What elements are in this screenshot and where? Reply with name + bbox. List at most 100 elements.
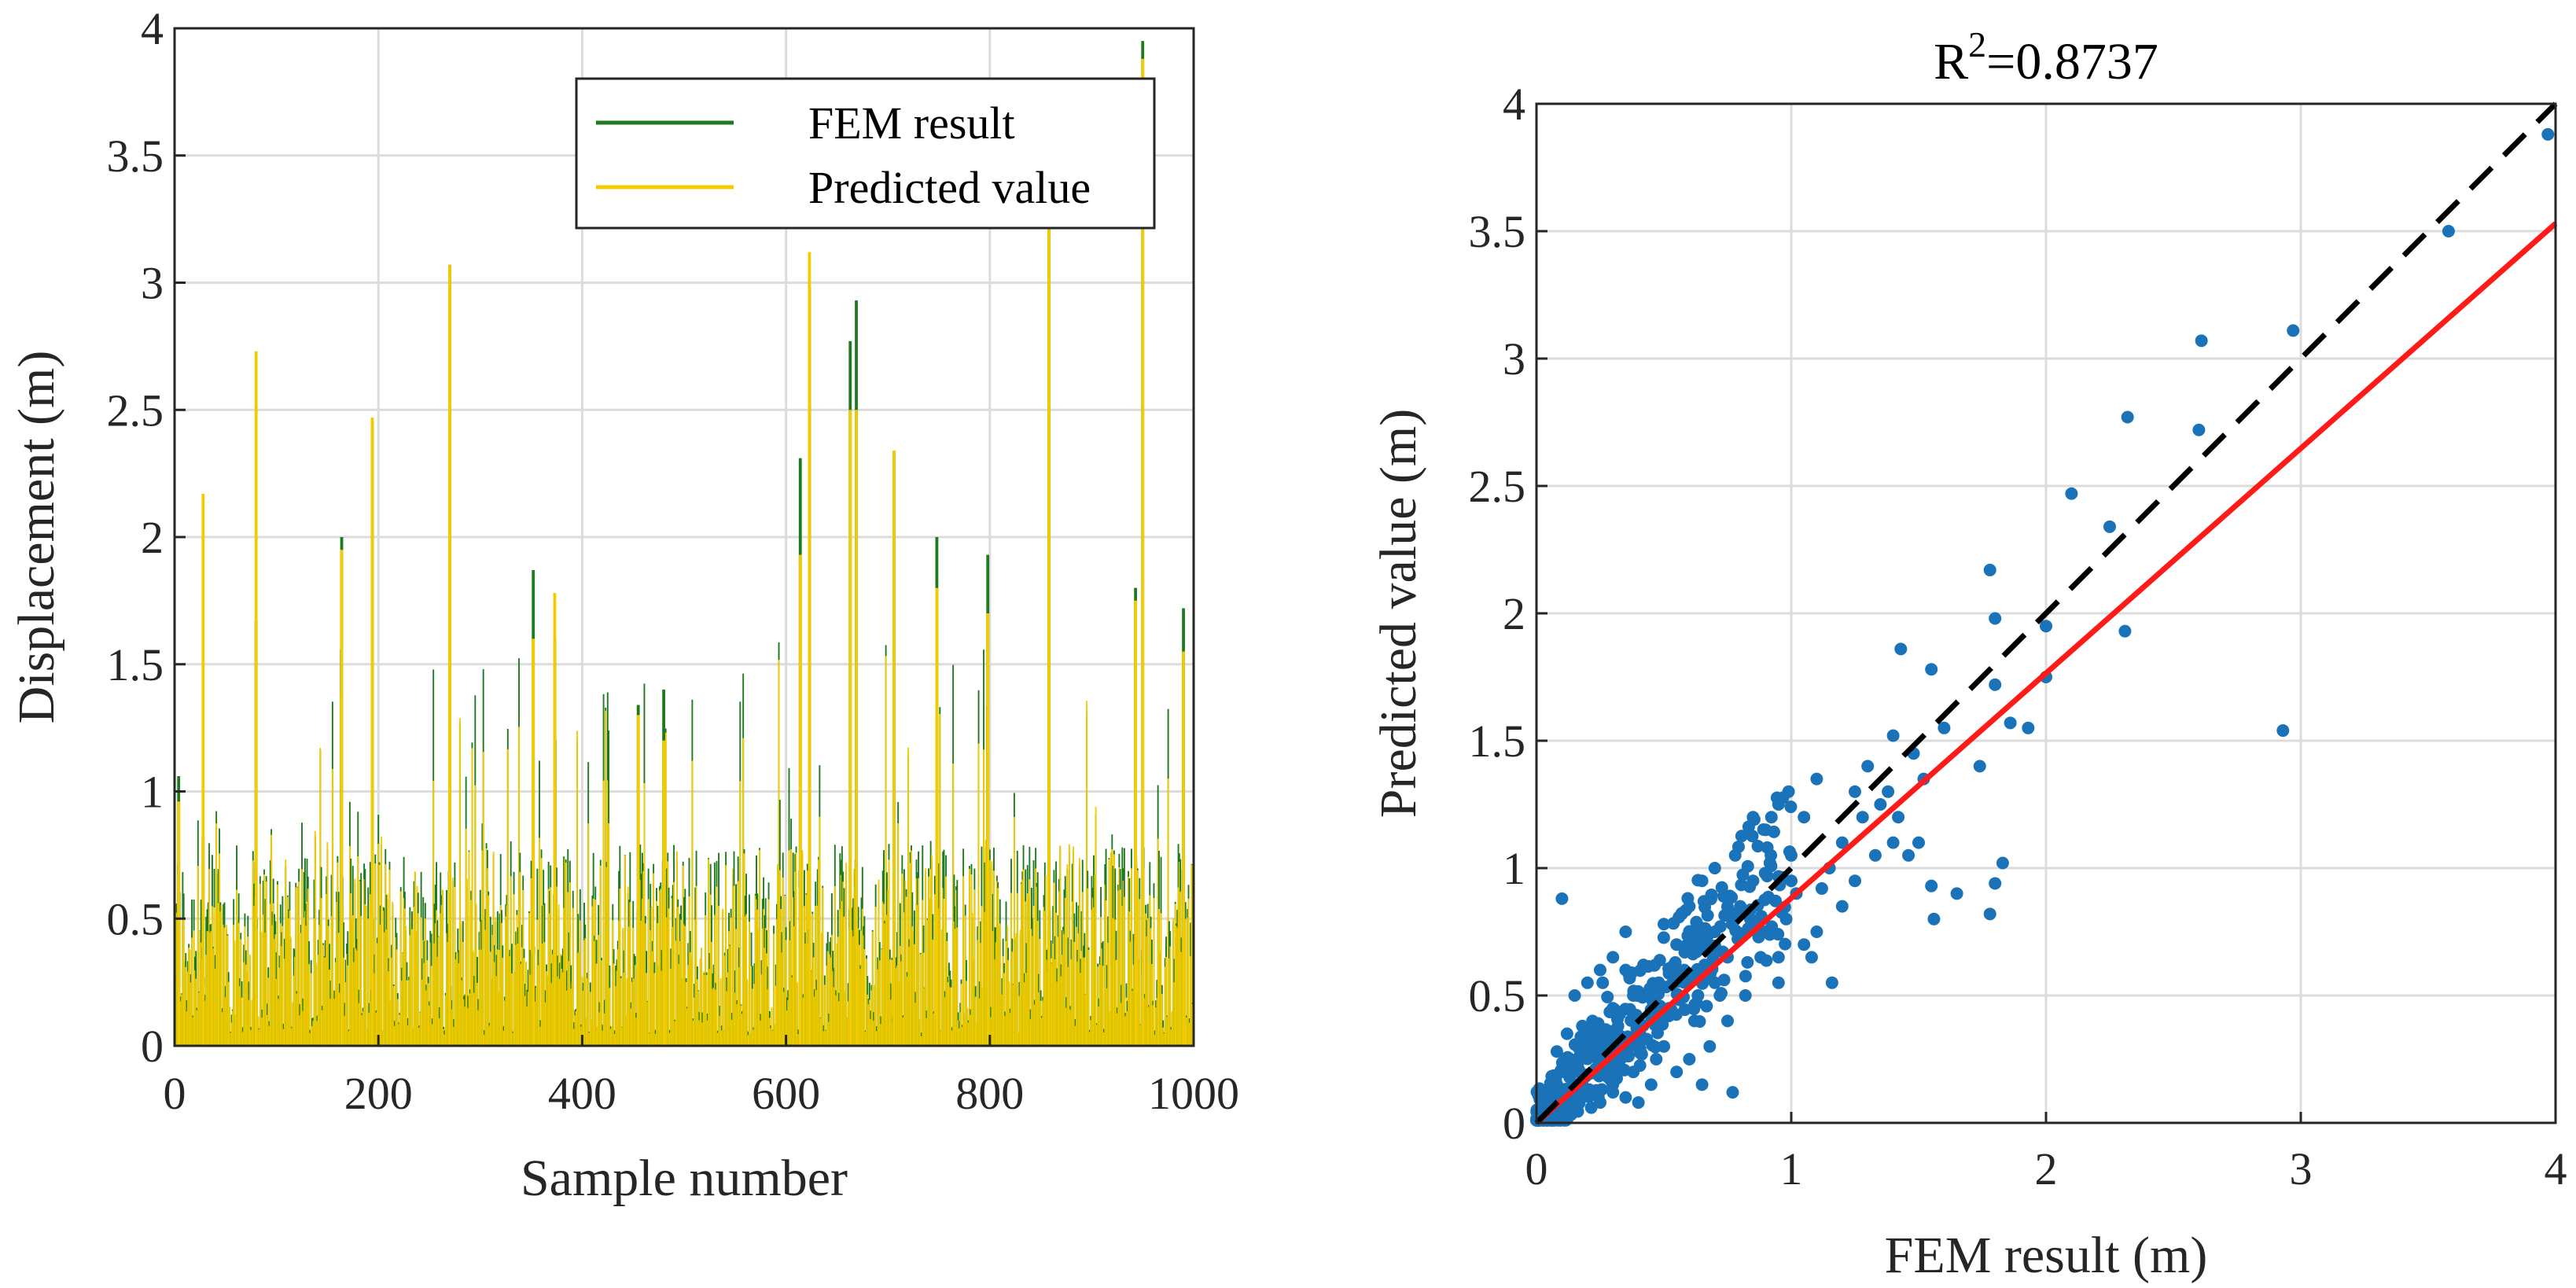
- predicted-bar: [791, 977, 793, 1046]
- predicted-bar: [262, 914, 264, 1046]
- predicted-bar: [321, 1010, 323, 1046]
- predicted-bar: [628, 926, 630, 1046]
- predicted-bar: [424, 918, 426, 1046]
- predicted-bar: [1107, 943, 1110, 1046]
- predicted-bar: [952, 764, 955, 1046]
- predicted-bar: [421, 979, 423, 1046]
- predicted-bar: [1170, 1029, 1172, 1046]
- predicted-bar: [687, 965, 690, 1046]
- scatter-point: [1912, 836, 1925, 849]
- scatter-point: [1761, 870, 1774, 883]
- predicted-bar: [639, 879, 642, 1046]
- predicted-bar: [458, 962, 460, 1046]
- predicted-bar: [184, 961, 186, 1046]
- predicted-bar: [885, 914, 888, 1046]
- predicted-bar: [885, 656, 887, 1046]
- scatter-point: [1633, 1046, 1647, 1059]
- predicted-bar: [703, 974, 705, 1046]
- predicted-bar: [813, 996, 815, 1046]
- predicted-bar: [945, 876, 948, 1046]
- predicted-bar: [907, 747, 910, 1046]
- predicted-bar: [674, 1021, 676, 1046]
- predicted-bar: [727, 972, 729, 1046]
- predicted-bar: [801, 850, 804, 1046]
- predicted-bar: [361, 1015, 363, 1046]
- predicted-bar: [300, 933, 302, 1046]
- predicted-bar: [675, 940, 677, 1046]
- predicted-bar: [245, 964, 247, 1046]
- predicted-bar: [535, 988, 538, 1046]
- predicted-bar: [502, 958, 504, 1046]
- predicted-bar: [267, 977, 270, 1046]
- predicted-bar: [675, 851, 678, 1046]
- scatter-point: [1691, 874, 1705, 887]
- predicted-bar: [740, 1005, 742, 1046]
- predicted-bar: [241, 997, 243, 1046]
- predicted-bar: [598, 934, 600, 1046]
- predicted-bar: [641, 898, 643, 1046]
- predicted-bar: [688, 896, 690, 1046]
- scatter-point: [1584, 1101, 1598, 1114]
- predicted-bar: [804, 943, 807, 1046]
- right-chart-title: R2=0.8737: [1934, 24, 2158, 90]
- right-x-tick-label: 4: [2545, 1143, 2567, 1194]
- predicted-bar: [536, 919, 539, 1046]
- predicted-bar: [464, 1006, 466, 1046]
- predicted-bar: [902, 1018, 904, 1046]
- predicted-bar: [838, 1001, 840, 1046]
- predicted-bar: [354, 878, 356, 1046]
- predicted-bar: [881, 949, 883, 1046]
- predicted-bar: [333, 990, 335, 1046]
- predicted-bar: [696, 979, 698, 1046]
- predicted-bar: [468, 852, 470, 1046]
- predicted-bar: [622, 928, 624, 1046]
- predicted-bar: [572, 907, 574, 1046]
- predicted-bar: [757, 928, 760, 1046]
- legend-box: [575, 77, 1156, 230]
- left-y-tick-label: 0.5: [107, 893, 164, 944]
- predicted-bar: [853, 869, 856, 1046]
- predicted-bar: [851, 929, 853, 1046]
- predicted-bar: [889, 959, 891, 1046]
- right-y-tick-label: 0: [1503, 1098, 1525, 1149]
- predicted-bar: [401, 980, 403, 1046]
- scatter-point: [1573, 1096, 1586, 1110]
- predicted-bar: [485, 848, 488, 1046]
- scatter-point: [1989, 678, 2002, 691]
- predicted-bar: [1023, 982, 1025, 1046]
- predicted-bar: [509, 955, 511, 1046]
- predicted-bar: [1160, 913, 1162, 1046]
- predicted-bar: [195, 978, 197, 1046]
- predicted-bar: [1166, 1017, 1168, 1046]
- predicted-bar: [743, 853, 745, 1046]
- predicted-bar: [664, 732, 667, 1046]
- predicted-bar: [883, 903, 885, 1046]
- predicted-bar: [462, 941, 464, 1046]
- predicted-bar: [482, 752, 484, 1046]
- predicted-bar: [548, 913, 550, 1046]
- predicted-bar: [326, 893, 328, 1046]
- predicted-bar: [214, 968, 216, 1046]
- predicted-bar: [787, 999, 789, 1046]
- predicted-bar: [1062, 930, 1065, 1046]
- predicted-bar: [844, 991, 846, 1046]
- predicted-bar: [265, 881, 267, 1046]
- predicted-bar: [1128, 876, 1130, 1046]
- predicted-bar: [200, 942, 202, 1046]
- predicted-bar: [1057, 937, 1059, 1046]
- predicted-bar: [699, 958, 701, 1046]
- predicted-bar: [1003, 973, 1005, 1046]
- predicted-bar: [1077, 933, 1080, 1046]
- predicted-bar: [950, 987, 952, 1046]
- predicted-bar: [1032, 936, 1034, 1046]
- predicted-bar: [396, 949, 398, 1046]
- predicted-bar: [616, 948, 619, 1046]
- predicted-bar: [276, 884, 278, 1046]
- predicted-bar: [213, 907, 215, 1046]
- scatter-point: [1758, 893, 1772, 907]
- predicted-bar: [715, 989, 717, 1046]
- predicted-bar: [1190, 956, 1192, 1046]
- scatter-point: [1596, 976, 1610, 989]
- predicted-bar: [980, 943, 982, 1046]
- predicted-bar: [586, 978, 588, 1046]
